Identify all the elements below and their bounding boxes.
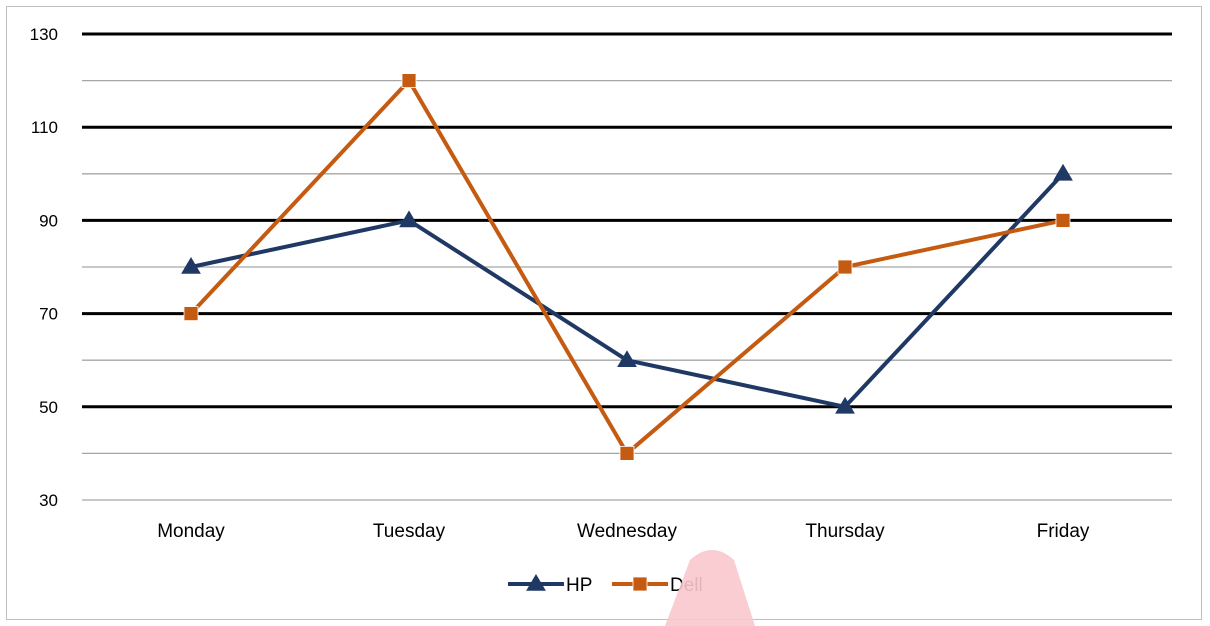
x-tick-label: Monday <box>157 521 225 542</box>
series-hp <box>181 163 1073 414</box>
x-axis-ticks: Monday Tuesday Wednesday Thursday Friday <box>157 521 1090 542</box>
legend-item-hp: HP <box>508 574 592 596</box>
hp-point <box>181 257 201 274</box>
hp-line <box>189 171 1065 409</box>
y-tick-label: 90 <box>39 211 58 230</box>
legend-label: HP <box>566 575 592 596</box>
y-tick-label: 50 <box>39 398 58 417</box>
dell-point <box>401 73 417 88</box>
y-tick-label: 130 <box>30 25 58 44</box>
legend-swatch-marker <box>632 576 648 592</box>
gridlines <box>82 32 1172 501</box>
hp-point <box>835 396 855 414</box>
hp-point <box>399 210 419 228</box>
cursor-overlay <box>665 550 755 626</box>
dell-point <box>183 306 199 322</box>
y-tick-label: 110 <box>31 118 58 137</box>
legend: HPDell <box>508 574 703 596</box>
x-tick-label: Thursday <box>805 521 885 542</box>
dell-point <box>619 445 635 461</box>
series-dell <box>183 73 1071 461</box>
hp-point <box>617 350 637 367</box>
x-tick-label: Friday <box>1037 521 1090 542</box>
y-tick-label: 30 <box>39 491 58 510</box>
legend-swatch-marker <box>526 574 546 591</box>
y-axis-ticks: 30 50 70 90 110 130 <box>30 25 58 510</box>
series-layer <box>181 73 1073 461</box>
x-tick-label: Tuesday <box>373 521 446 542</box>
x-tick-label: Wednesday <box>577 521 677 542</box>
hp-point <box>1053 163 1073 181</box>
dell-point <box>1055 212 1071 228</box>
y-tick-label: 70 <box>39 305 58 324</box>
dell-point <box>837 259 853 275</box>
